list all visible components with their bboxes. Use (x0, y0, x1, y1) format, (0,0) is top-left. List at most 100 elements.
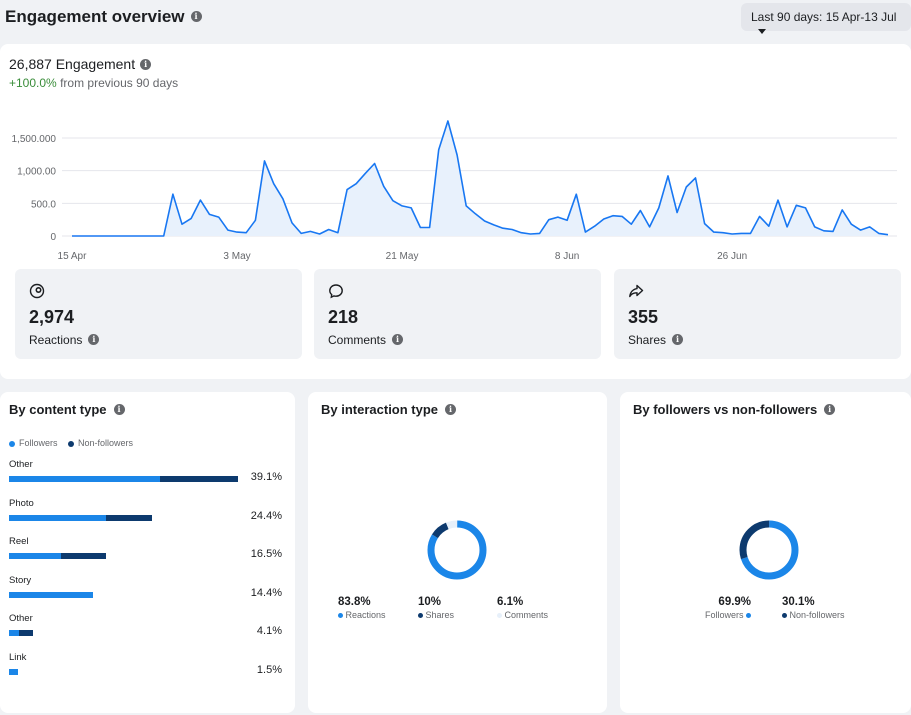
non-followers-segment (106, 514, 152, 521)
content-type-label: Photo (9, 497, 34, 509)
content-type-label: Other (9, 613, 33, 624)
info-icon[interactable]: i (392, 334, 404, 346)
stat-label: Comments (497, 610, 548, 620)
stat-label-text: Followers (705, 610, 744, 620)
content-type-bar (9, 514, 239, 521)
content-type-bar (9, 668, 239, 675)
content-type-row[interactable]: Story 14.4% (9, 575, 284, 609)
stat-value: 10% (418, 596, 442, 608)
content-type-label: Link (9, 651, 27, 663)
x-tick-label: 3 May (223, 251, 250, 262)
followers-segment (9, 514, 107, 521)
legend-dot (68, 440, 75, 447)
reactions-icon (29, 283, 45, 299)
stat-label-text: Non-followers (789, 610, 845, 620)
change-percent: +100.0% (9, 76, 57, 90)
donut-segment (739, 520, 799, 580)
engagement-line (72, 120, 889, 237)
followers-split-donut (739, 520, 799, 580)
stat-label-text: Comments (504, 610, 549, 620)
info-icon[interactable]: i (824, 404, 836, 416)
date-range-dropdown[interactable]: Last 90 days: 15 Apr-13 Jul (741, 3, 911, 35)
content-type-bar (9, 553, 239, 559)
content-type-percent: 24.4% (250, 509, 282, 522)
interaction-type-donut (427, 520, 487, 580)
y-tick-label: 500.0 (31, 199, 56, 210)
date-range-label: Last 90 days: 15 Apr-13 Jul (751, 10, 897, 24)
card-title-text: By interaction type (321, 402, 439, 417)
page-header: Engagement overview i Last 90 days: 15 Ap… (0, 0, 911, 40)
card-title: By content type i (9, 402, 125, 417)
metric-value: 2,974 (29, 307, 75, 327)
non-followers-segment (61, 553, 106, 559)
content-type-label: Reel (9, 536, 29, 547)
content-type-bar (9, 630, 239, 636)
page-title: Engagement overview i (5, 7, 202, 27)
followers-segment (9, 553, 62, 559)
content-type-label: Story (9, 574, 32, 586)
info-icon[interactable]: i (88, 334, 100, 346)
content-type-row[interactable]: Link 1.5% (9, 652, 284, 686)
metric-card-shares[interactable]: 355 Shares i (614, 269, 901, 359)
stat-reactions: 83.8% Reactions (338, 596, 386, 620)
info-icon[interactable]: i (140, 58, 152, 70)
followers-segment (9, 630, 19, 636)
interaction-type-card: By interaction type i 83.8% Reactions 10%… (308, 392, 607, 713)
content-type-bar (9, 476, 239, 482)
engagement-line-chart: 1,500.000 1,000.00 500.0 015 Apr 3 May 21 May… (12, 120, 897, 262)
content-type-row[interactable]: Photo 24.4% (9, 498, 284, 532)
content-type-percent: 39.1% (250, 471, 282, 483)
metric-value: 218 (328, 307, 359, 327)
metric-label-text: Comments (328, 333, 387, 347)
engagement-area (72, 121, 888, 236)
legend-dot (782, 613, 787, 619)
content-type-row[interactable]: Reel 16.5% (9, 536, 284, 570)
stat-value: 30.1% (782, 596, 815, 608)
donut-segment (427, 520, 487, 580)
change-text: from previous 90 days (60, 76, 179, 90)
engagement-total-text: 26,887 Engagement (9, 56, 136, 72)
info-icon[interactable]: i (672, 334, 684, 346)
metric-label: Comments i (328, 333, 404, 347)
content-type-card: By content type i Followers Non-followers… (0, 392, 295, 713)
content-type-row[interactable]: Other 4.1% (9, 613, 284, 647)
stat-label-text: Reactions (345, 610, 386, 620)
legend-dot (9, 440, 15, 447)
stat-label-text: Shares (425, 610, 455, 620)
info-icon[interactable]: i (445, 404, 457, 416)
stat-label: Shares (418, 610, 454, 620)
comments-icon (329, 284, 343, 299)
x-tick-label: 21 May (386, 251, 419, 262)
followers-split-card: By followers vs non-followers i 69.9% Fol… (620, 392, 911, 713)
metric-label-text: Shares (628, 333, 667, 347)
content-type-percent: 14.4% (250, 586, 282, 599)
stat-followers: 69.9% Followers (705, 596, 752, 620)
card-title-text: By followers vs non-followers (633, 402, 818, 417)
legend-dot (418, 613, 423, 619)
stat-shares: 10% Shares (418, 596, 454, 620)
caret-down-icon (758, 29, 766, 35)
metric-label: Reactions i (29, 333, 100, 347)
metric-card-comments[interactable]: 218 Comments i (314, 269, 601, 359)
y-tick-label: 1,500.000 (12, 134, 57, 145)
content-type-row[interactable]: Other 39.1% (9, 459, 284, 493)
stat-label: Reactions (338, 610, 386, 620)
page-title-text: Engagement overview (5, 7, 185, 26)
stat-value: 69.9% (718, 596, 752, 608)
non-followers-segment (18, 630, 33, 636)
metric-label-text: Reactions (29, 333, 83, 347)
legend-label: Non-followers (78, 438, 134, 448)
content-type-percent: 4.1% (256, 625, 282, 637)
stat-value: 83.8% (338, 596, 371, 608)
shares-icon (629, 284, 644, 298)
followers-segment (9, 591, 94, 598)
stat-label: Non-followers (782, 610, 845, 620)
followers-segment (9, 476, 161, 482)
y-tick-label: 1,000.00 (17, 167, 56, 178)
metric-card-reactions[interactable]: 2,974 Reactions i (15, 269, 302, 359)
card-title: By followers vs non-followers i (633, 402, 836, 417)
legend-dot (746, 613, 752, 619)
info-icon[interactable]: i (190, 11, 202, 23)
engagement-card: 26,887 Engagement i +100.0% from previous… (0, 44, 911, 379)
info-icon[interactable]: i (113, 404, 125, 416)
